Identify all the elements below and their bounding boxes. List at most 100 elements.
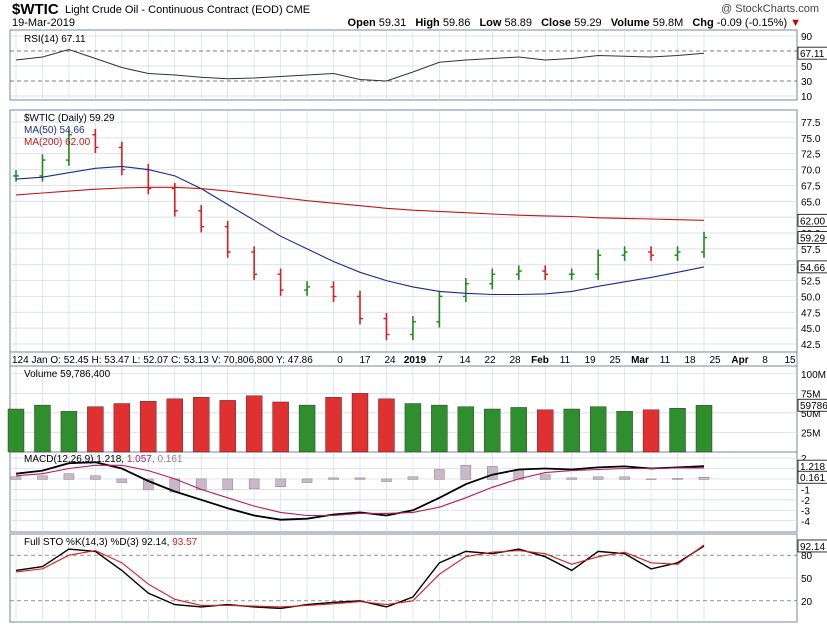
volume-bar	[87, 406, 104, 453]
close-label: Close	[541, 17, 572, 29]
volume-bar	[563, 408, 580, 453]
macd-tick-label: 2	[801, 454, 807, 465]
volume-bar	[193, 397, 210, 453]
rsi-tick-label: 90	[801, 32, 813, 43]
ohlc-summary: Open 59.31 High 59.86 Low 58.89 Close 59…	[342, 17, 801, 29]
macd-label: MACD(12,26,9) 1.218, 1.057, 0.161	[24, 454, 183, 465]
chart-date: 19-Mar-2019	[12, 17, 75, 29]
macd-tick-label: -1	[801, 485, 810, 496]
high-label: High	[415, 17, 440, 29]
macd-histogram-bar	[698, 476, 710, 480]
sto-tick-label: 20	[801, 597, 813, 608]
volume-bar	[34, 404, 51, 453]
x-axis-strip	[9, 351, 798, 367]
panel-frame-rsi	[9, 29, 798, 101]
macd-histogram-bar	[592, 476, 604, 480]
macd-hist-tag: 0.161	[800, 473, 825, 484]
macd-hist-tag-box	[797, 470, 827, 484]
x-axis-label: 7	[437, 355, 443, 366]
close-value-tag-box	[797, 231, 827, 244]
price-tick-label: 50.0	[801, 292, 821, 303]
macd-histogram-bar	[143, 478, 154, 491]
macd-line	[15, 461, 705, 521]
volume-bar	[378, 398, 395, 453]
x-axis-label: 2019	[404, 355, 427, 366]
macd-histogram-bar	[619, 476, 630, 480]
macd-histogram-bar	[37, 475, 48, 480]
volume-bar	[272, 401, 289, 453]
macd-histogram-bar	[10, 476, 22, 480]
sto-d-value: 93.57	[172, 537, 197, 548]
low-value: 58.89	[504, 17, 533, 29]
open-label: Open	[347, 17, 376, 29]
macd-tick-label: -4	[801, 517, 810, 528]
sto-label: Full STO %K(14,3) %D(3) 92.14, 93.57	[24, 537, 198, 548]
volume-value-tag-box	[797, 398, 827, 412]
chg-label: Chg	[692, 17, 714, 29]
macd-histogram-bar	[354, 477, 366, 480]
macd-histogram-bar	[381, 478, 392, 482]
rsi-line	[15, 48, 705, 82]
volume-bar	[60, 411, 78, 453]
sto-tick-label: 80	[801, 551, 813, 562]
x-axis-label: 25	[709, 355, 721, 366]
volume-bar	[669, 408, 686, 453]
volume-bar	[431, 404, 448, 453]
macd-histogram-bar	[539, 474, 551, 480]
x-axis-label: 28	[509, 355, 521, 366]
volume-bar	[166, 398, 183, 453]
macd-histogram-bar	[645, 478, 657, 480]
ma200-value-tag: 62.00	[800, 216, 825, 227]
chg-value: -0.09 (-0.15%)	[716, 17, 788, 29]
price-tick-label: 47.5	[801, 308, 821, 319]
macd-histogram-bar	[63, 473, 75, 480]
ma200-value-tag-box	[797, 213, 827, 227]
macd-histogram-bar	[301, 478, 313, 483]
open-value: 59.31	[378, 17, 407, 29]
down-arrow-icon: ▼	[790, 17, 801, 29]
volume-bar	[245, 395, 263, 453]
chart-header: $WTIC Light Crude Oil - Continuous Contr…	[0, 0, 827, 30]
sto-d-line	[15, 544, 705, 608]
ma200-line	[15, 186, 705, 221]
volume-label: Volume 59,786,400	[24, 369, 111, 380]
macd-histogram-bar	[434, 469, 445, 480]
volume-bar	[219, 400, 236, 453]
x-axis-label: 15	[784, 355, 796, 366]
volume-tick-label: 75M	[801, 389, 820, 400]
price-tick-label: 52.5	[801, 277, 821, 288]
macd-tick-label: -3	[801, 506, 810, 517]
price-tick-label: 42.5	[801, 340, 821, 351]
volume-bar	[457, 406, 475, 453]
volume-bar	[7, 408, 25, 453]
sto-value-tag-box	[797, 539, 827, 553]
sto-value-tag: 92.14	[800, 542, 825, 553]
x-axis-label: 19	[584, 355, 596, 366]
x-axis-label: 18	[684, 355, 696, 366]
volume-bar	[298, 404, 316, 453]
x-axis-label: Feb	[531, 355, 549, 366]
volume-tick-label: 100M	[801, 370, 826, 381]
ma50-value-tag: 54.66	[800, 263, 825, 274]
macd-histogram-bar	[222, 478, 233, 491]
sto-tick-label: 50	[801, 574, 813, 585]
volume-tick-label: 25M	[801, 428, 820, 439]
macd-histogram-bar	[566, 477, 577, 480]
macd-tick-label: -2	[801, 496, 810, 507]
price-tick-label: 72.5	[801, 150, 821, 161]
ma50-value-tag-box	[797, 260, 827, 274]
macd-histogram-bar	[116, 478, 128, 483]
macd-signal-line	[15, 464, 704, 517]
volume-value: 59.8M	[652, 17, 684, 29]
volume-bar	[589, 406, 607, 453]
volume-bar	[616, 411, 633, 453]
price-tick-label: 67.5	[801, 181, 821, 192]
price-tick-label: 70.0	[801, 166, 821, 177]
volume-bar	[537, 409, 554, 453]
x-axis-label: 14	[459, 355, 471, 366]
macd-histogram-bar	[90, 475, 101, 480]
macd-histogram-bar	[248, 478, 260, 490]
volume-bar	[325, 397, 342, 453]
macd-hist-value: 0.161	[157, 454, 182, 465]
